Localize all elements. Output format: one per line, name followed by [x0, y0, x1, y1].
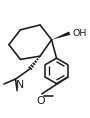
- Text: OH: OH: [72, 29, 86, 38]
- Text: O: O: [37, 96, 45, 106]
- Text: N: N: [16, 80, 25, 90]
- Polygon shape: [52, 31, 70, 40]
